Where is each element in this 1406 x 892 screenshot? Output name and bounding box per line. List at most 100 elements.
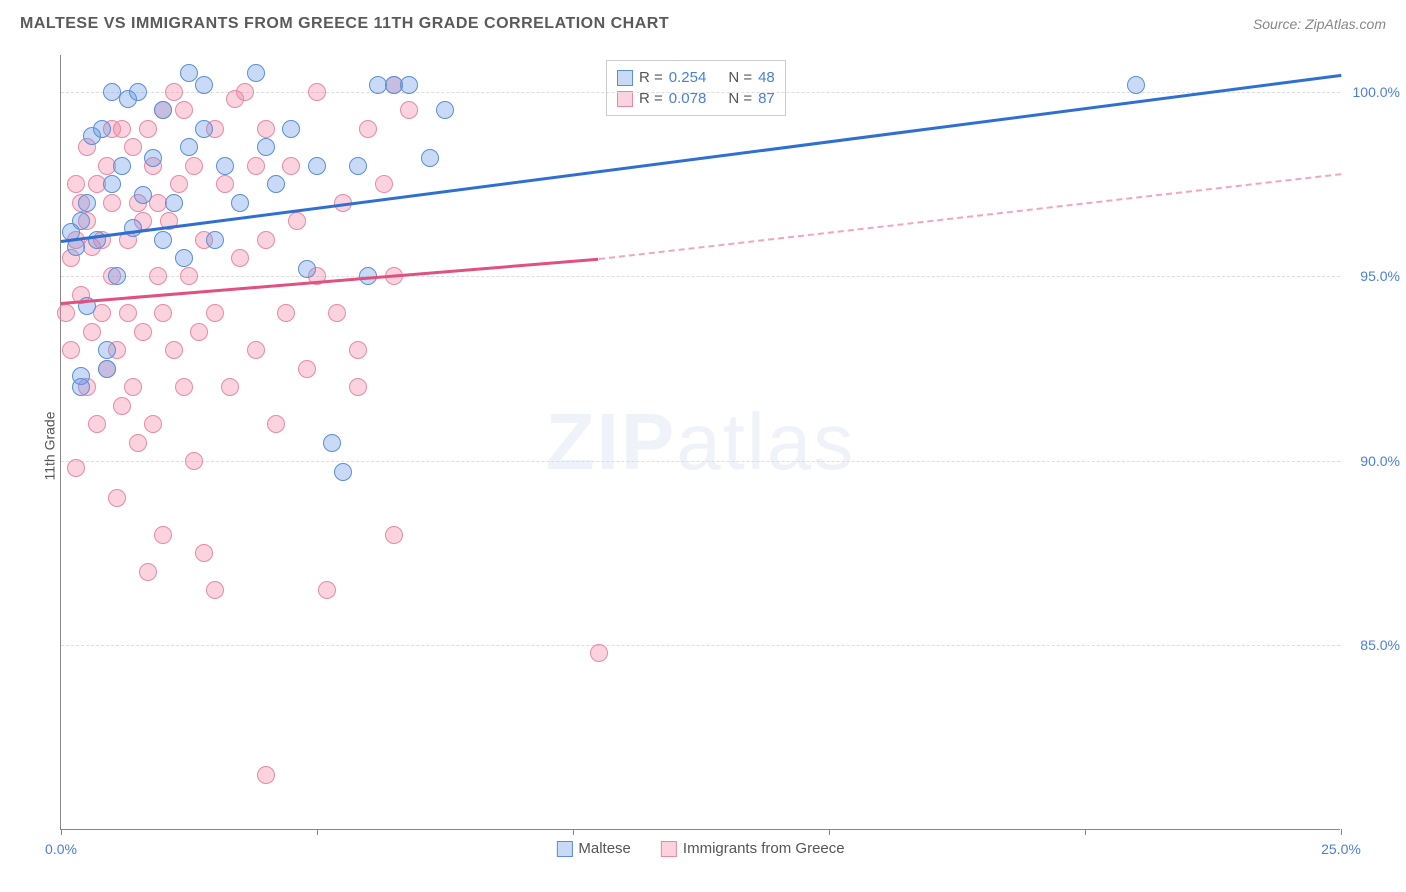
point-b (139, 563, 157, 581)
point-a (436, 101, 454, 119)
point-b (67, 175, 85, 193)
point-a (93, 120, 111, 138)
point-a (334, 463, 352, 481)
point-b (195, 544, 213, 562)
point-b (359, 120, 377, 138)
point-a (88, 231, 106, 249)
point-b (93, 304, 111, 322)
point-a (103, 83, 121, 101)
point-a (154, 101, 172, 119)
point-b (375, 175, 393, 193)
legend-row-a: R = 0.254 N = 48 (617, 67, 775, 88)
stat-r-a: 0.254 (669, 69, 707, 86)
point-b (154, 304, 172, 322)
point-a (129, 83, 147, 101)
point-b (216, 175, 234, 193)
trendline (598, 173, 1341, 260)
point-b (206, 304, 224, 322)
point-b (282, 157, 300, 175)
watermark: ZIPatlas (546, 396, 855, 488)
x-tick (61, 829, 62, 835)
point-a (124, 219, 142, 237)
point-b (67, 459, 85, 477)
gridline-h (61, 461, 1340, 462)
x-tick (1341, 829, 1342, 835)
point-b (257, 231, 275, 249)
point-a (180, 64, 198, 82)
legend-item-b: Immigrants from Greece (661, 840, 845, 857)
point-b (385, 526, 403, 544)
point-a (231, 194, 249, 212)
point-b (180, 267, 198, 285)
x-tick (829, 829, 830, 835)
point-b (267, 415, 285, 433)
point-b (113, 397, 131, 415)
point-b (247, 157, 265, 175)
point-b (231, 249, 249, 267)
point-b (185, 452, 203, 470)
point-b (139, 120, 157, 138)
x-tick (573, 829, 574, 835)
point-a (216, 157, 234, 175)
point-b (206, 581, 224, 599)
point-a (78, 194, 96, 212)
point-b (298, 360, 316, 378)
plot-area: ZIPatlas R = 0.254 N = 48 R = 0.078 N = … (60, 55, 1340, 830)
point-a (113, 157, 131, 175)
chart-container: MALTESE VS IMMIGRANTS FROM GREECE 11TH G… (0, 0, 1406, 892)
point-b (165, 341, 183, 359)
point-a (206, 231, 224, 249)
point-b (257, 766, 275, 784)
x-tick (1085, 829, 1086, 835)
legend-item-a: Maltese (556, 840, 631, 857)
stat-n-label: N = (728, 69, 752, 86)
stat-n-a: 48 (758, 69, 775, 86)
point-b (349, 341, 367, 359)
point-b (88, 415, 106, 433)
swatch-a (617, 70, 633, 86)
point-b (400, 101, 418, 119)
point-a (282, 120, 300, 138)
swatch-a-icon (556, 841, 572, 857)
point-a (195, 120, 213, 138)
x-tick-label: 0.0% (45, 841, 77, 857)
bottom-legend: Maltese Immigrants from Greece (556, 840, 844, 857)
source-label: Source: ZipAtlas.com (1253, 16, 1386, 32)
point-a (103, 175, 121, 193)
x-tick-label: 25.0% (1321, 841, 1361, 857)
point-b (590, 644, 608, 662)
swatch-b-icon (661, 841, 677, 857)
point-a (180, 138, 198, 156)
legend-label-a: Maltese (578, 840, 631, 857)
header: MALTESE VS IMMIGRANTS FROM GREECE 11TH G… (20, 15, 1386, 33)
point-a (144, 149, 162, 167)
point-b (170, 175, 188, 193)
point-b (175, 101, 193, 119)
point-a (349, 157, 367, 175)
point-b (165, 83, 183, 101)
point-b (134, 323, 152, 341)
point-b (247, 341, 265, 359)
point-b (221, 378, 239, 396)
point-a (400, 76, 418, 94)
point-b (318, 581, 336, 599)
chart-title: MALTESE VS IMMIGRANTS FROM GREECE 11TH G… (20, 15, 669, 33)
watermark-zip: ZIP (546, 397, 676, 486)
point-a (72, 378, 90, 396)
point-b (190, 323, 208, 341)
gridline-h (61, 276, 1340, 277)
point-b (62, 341, 80, 359)
point-b (349, 378, 367, 396)
point-b (103, 194, 121, 212)
legend-stats-box: R = 0.254 N = 48 R = 0.078 N = 87 (606, 60, 786, 116)
watermark-atlas: atlas (676, 397, 855, 486)
legend-label-b: Immigrants from Greece (683, 840, 845, 857)
point-b (83, 323, 101, 341)
point-b (149, 267, 167, 285)
point-a (247, 64, 265, 82)
point-b (129, 434, 147, 452)
stat-r-label: R = (639, 69, 663, 86)
point-b (328, 304, 346, 322)
point-a (1127, 76, 1145, 94)
point-a (298, 260, 316, 278)
